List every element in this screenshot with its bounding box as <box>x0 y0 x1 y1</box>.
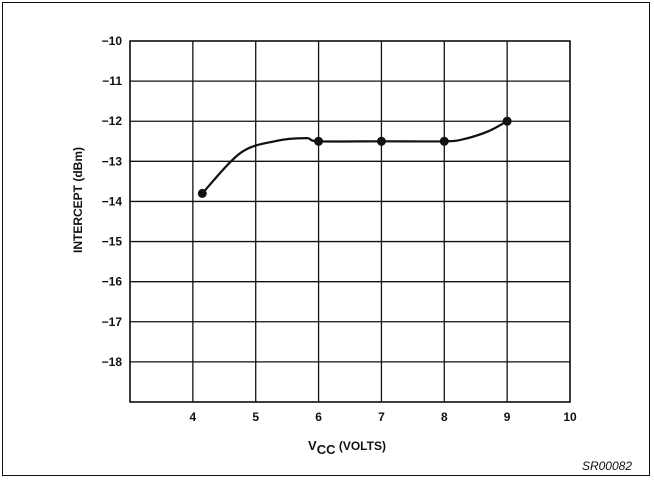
y-tick-label: −17 <box>102 315 123 329</box>
y-tick-label: −15 <box>102 235 123 249</box>
data-point <box>502 116 512 126</box>
y-tick-label: −12 <box>102 114 123 128</box>
y-tick-label: −11 <box>102 74 122 88</box>
x-tick-label: 7 <box>378 410 385 424</box>
figure-code: SR00082 <box>582 459 632 473</box>
data-point <box>197 188 207 198</box>
x-tick-label: 5 <box>252 410 259 424</box>
grid <box>129 40 571 403</box>
y-tick-label: −16 <box>102 275 123 289</box>
x-axis-label-units: (VOLTS) <box>336 439 386 453</box>
y-tick-label: −14 <box>102 194 123 208</box>
y-axis-label: INTERCEPT (dBm) <box>71 147 85 253</box>
x-axis-label-main: V <box>308 438 317 453</box>
series-line <box>201 120 508 195</box>
y-tick-label: −13 <box>102 154 123 168</box>
y-tick-label: −18 <box>102 355 123 369</box>
series-markers <box>197 116 512 198</box>
plot-area <box>129 40 571 403</box>
x-axis-label-subscript: CC <box>317 442 336 457</box>
y-axis-ticks: −10 −11 −12 −13 −14 −15 −16 −17 −18 <box>102 34 123 369</box>
y-tick-label: −10 <box>102 34 123 48</box>
x-tick-label: 6 <box>315 410 322 424</box>
x-tick-label: 4 <box>190 410 197 424</box>
x-axis-label: VCC (VOLTS) <box>308 438 386 457</box>
x-tick-label: 10 <box>563 410 577 424</box>
x-tick-label: 8 <box>441 410 448 424</box>
data-point <box>376 136 386 146</box>
x-tick-label: 9 <box>504 410 511 424</box>
data-point <box>314 136 324 146</box>
x-axis-ticks: 4 5 6 7 8 9 10 <box>190 410 577 424</box>
data-point <box>439 136 449 146</box>
